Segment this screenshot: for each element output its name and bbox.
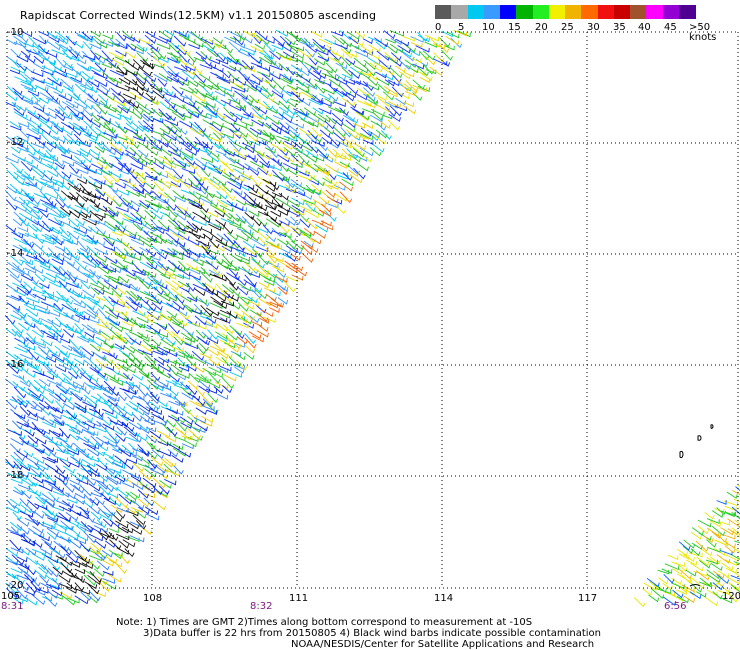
lon-label-114e: 114	[434, 593, 454, 604]
lon-label-120e: 120	[722, 591, 740, 602]
legend-swatch	[646, 5, 663, 19]
legend-swatch	[467, 5, 485, 19]
legend-label-5: 5	[458, 22, 465, 33]
legend-swatch	[451, 5, 468, 19]
legend-label-35: 35	[613, 22, 626, 33]
legend-swatch	[435, 5, 452, 19]
note-line-1: Note: 1) Times are GMT 2)Times along bot…	[116, 617, 533, 628]
wind-barb-group	[89, 30, 416, 390]
legend-label-20: 20	[535, 22, 548, 33]
legend-label-50-knots: >50 knots	[689, 22, 717, 43]
legend-swatch	[613, 5, 631, 19]
wind-barbs	[4, 29, 740, 608]
legend-swatch	[548, 5, 566, 19]
legend-label-25: 25	[561, 22, 574, 33]
legend-label-30: 30	[587, 22, 600, 33]
legend-swatch	[500, 5, 517, 19]
pass-time-left: 8:31	[1, 601, 24, 612]
lat-label-12s: -12	[7, 137, 24, 148]
legend-swatch	[678, 5, 696, 19]
legend-swatch	[597, 5, 615, 19]
legend-swatch	[581, 5, 598, 19]
pass-time-right: 6:56	[664, 601, 687, 612]
legend-label-45: 45	[664, 22, 677, 33]
legend-swatch	[483, 5, 501, 19]
lat-label-10s: -10	[7, 27, 24, 38]
lat-lon-grid	[6, 31, 739, 589]
legend-label-0: 0	[435, 22, 442, 33]
note-line-2: 3)Data buffer is 22 hrs from 20150805 4)…	[143, 628, 601, 639]
wind-barb-group	[5, 380, 233, 605]
legend-swatch	[565, 5, 582, 19]
wind-barb-group	[678, 490, 740, 604]
lon-label-108e: 108	[143, 593, 163, 604]
wind-speed-legend: 0 5 10 15 20 25 30 35 40 45 >50 knots	[435, 5, 740, 43]
lat-label-16s: -16	[7, 359, 24, 370]
wind-barb-group	[51, 30, 740, 606]
island-outline-icon	[679, 424, 714, 587]
lon-label-111e: 111	[289, 593, 309, 604]
wind-barb-group	[52, 58, 291, 595]
wind-barb-group	[90, 30, 451, 383]
legend-label-15: 15	[508, 22, 521, 33]
wind-barb-group	[237, 181, 354, 345]
lat-label-14s: -14	[7, 248, 24, 259]
legend-swatch	[532, 5, 550, 19]
wind-barb-group	[4, 30, 463, 403]
lon-label-105e: 105	[1, 591, 21, 602]
pass-time-middle: 8:32	[250, 601, 273, 612]
legend-swatch	[516, 5, 533, 19]
legend-swatch	[662, 5, 680, 19]
map-title: Rapidscat Corrected Winds(12.5KM) v1.1 2…	[20, 9, 377, 22]
wind-barb-group	[5, 380, 229, 608]
wind-barb-group	[4, 29, 454, 606]
legend-label-10: 10	[482, 22, 495, 33]
wind-barb-group	[244, 191, 353, 349]
lon-label-117e: 117	[578, 593, 598, 604]
lat-label-18s: -18	[7, 470, 24, 481]
wind-barb-group	[646, 486, 740, 606]
note-line-3: NOAA/NESDIS/Center for Satellite Applica…	[291, 639, 595, 650]
legend-swatch	[630, 5, 647, 19]
lat-label-20s: -20	[7, 580, 24, 591]
wind-barb-group	[95, 30, 740, 608]
legend-label-40: 40	[638, 22, 651, 33]
